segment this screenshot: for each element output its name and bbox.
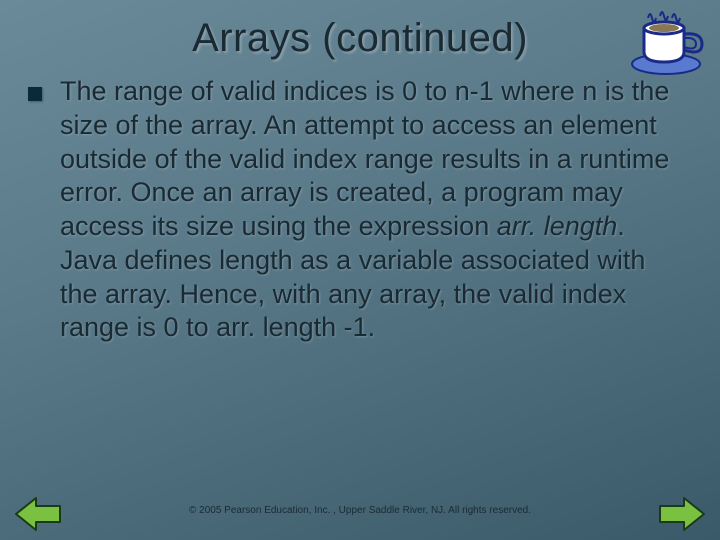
slide-title: Arrays (continued) [28,16,692,61]
copyright-footer: © 2005 Pearson Education, Inc. , Upper S… [0,505,720,516]
body-italic: arr. length [497,211,618,241]
slide: Arrays (continued) The range of valid in… [0,0,720,540]
body-text: The range of valid indices is 0 to n-1 w… [60,75,680,345]
coffee-cup-icon [630,6,708,78]
prev-arrow-icon[interactable] [14,496,62,532]
bullet-icon [28,87,42,101]
bullet-item: The range of valid indices is 0 to n-1 w… [28,75,692,345]
next-arrow-icon[interactable] [658,496,706,532]
